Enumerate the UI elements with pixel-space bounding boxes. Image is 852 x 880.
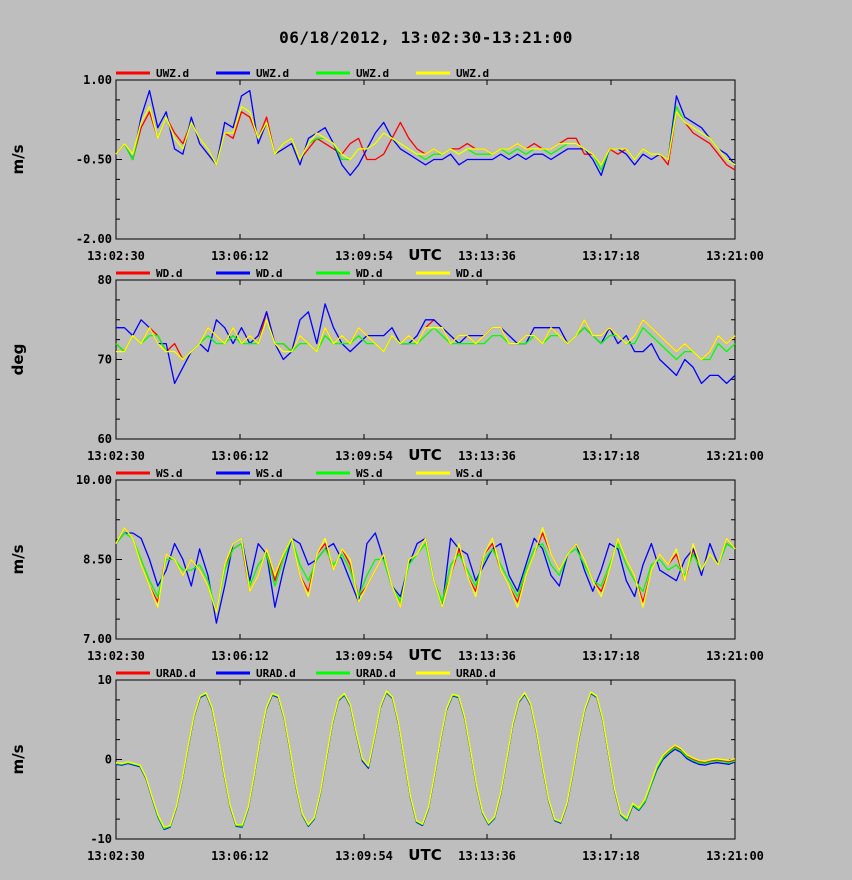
- series-line-1: [115, 111, 736, 171]
- y-tick-label: 7.00: [83, 632, 112, 646]
- y-tick-label: 1.00: [83, 73, 112, 87]
- legend-label: URAD.d: [256, 667, 296, 680]
- legend-label: UWZ.d: [256, 67, 289, 80]
- x-tick-label: 13:09:54: [335, 249, 393, 263]
- x-tick-label: 13:02:30: [87, 649, 145, 663]
- series-line-3: [115, 319, 736, 361]
- x-tick-label: 13:06:12: [211, 249, 269, 263]
- y-tick-label: 0: [105, 753, 112, 767]
- page-title: 06/18/2012, 13:02:30-13:21:00: [279, 28, 573, 47]
- series-line-4: [115, 690, 736, 828]
- x-tick-label: 13:02:30: [87, 449, 145, 463]
- x-tick-label: 13:17:18: [582, 849, 640, 863]
- legend-label: UWZ.d: [356, 67, 389, 80]
- legend-label: WS.d: [156, 467, 183, 480]
- x-axis-label: UTC: [408, 246, 441, 264]
- legend-label: UWZ.d: [456, 67, 489, 80]
- legend-label: URAD.d: [156, 667, 196, 680]
- x-tick-label: 13:13:36: [458, 249, 516, 263]
- x-tick-label: 13:21:00: [706, 649, 764, 663]
- series-line-1: [115, 691, 736, 829]
- plot-frame: [115, 279, 736, 440]
- x-tick-label: 13:02:30: [87, 849, 145, 863]
- x-tick-label: 13:09:54: [335, 649, 393, 663]
- x-tick-label: 13:17:18: [582, 649, 640, 663]
- x-tick-label: 13:02:30: [87, 249, 145, 263]
- x-axis-label: UTC: [408, 446, 441, 464]
- series-line-2: [115, 692, 736, 831]
- series-line-4: [115, 105, 736, 166]
- y-tick-label: 80: [98, 273, 112, 287]
- x-tick-label: 13:21:00: [706, 249, 764, 263]
- y-tick-label: -2.00: [76, 232, 112, 246]
- y-axis-label: deg: [9, 344, 27, 376]
- x-tick-label: 13:13:36: [458, 849, 516, 863]
- legend-label: WD.d: [256, 267, 283, 280]
- legend-label: WD.d: [456, 267, 483, 280]
- series-line-4: [116, 319, 736, 361]
- x-tick-label: 13:09:54: [335, 449, 393, 463]
- x-tick-label: 13:17:18: [582, 249, 640, 263]
- y-tick-label: 70: [98, 353, 112, 367]
- legend-label: WS.d: [356, 467, 383, 480]
- y-axis-label: m/s: [9, 544, 27, 574]
- y-tick-label: -10: [90, 832, 112, 846]
- x-tick-label: 13:06:12: [211, 449, 269, 463]
- y-axis-label: m/s: [9, 744, 27, 774]
- y-tick-label: -0.50: [76, 153, 112, 167]
- legend-label: WD.d: [156, 267, 183, 280]
- panel-2: 80 70 60 13:02:30 13:06:12 13:09:54 13:13:36 13…: [9, 267, 764, 464]
- series-line-3: [115, 105, 736, 171]
- x-tick-label: 13:21:00: [706, 849, 764, 863]
- legend-label: UWZ.d: [156, 67, 189, 80]
- legend-label: WD.d: [356, 267, 383, 280]
- series-line-2: [116, 303, 736, 385]
- y-tick-label: 10.00: [76, 473, 112, 487]
- panel-4: 10 0 -10 13:02:30 13:06:12 13:09:54 13:13:36 13…: [9, 667, 764, 864]
- y-tick-label: 8.50: [83, 553, 112, 567]
- y-axis-label: m/s: [9, 144, 27, 174]
- x-tick-label: 13:13:36: [458, 449, 516, 463]
- series-line-4: [115, 527, 736, 614]
- series-line-3: [115, 691, 736, 830]
- x-tick-label: 13:06:12: [211, 649, 269, 663]
- x-tick-label: 13:09:54: [335, 849, 393, 863]
- legend-label: WS.d: [256, 467, 283, 480]
- plot-frame: [115, 479, 736, 640]
- x-tick-label: 13:21:00: [706, 449, 764, 463]
- panel-3: 10.00 8.50 7.00 13:02:30 13:06:12 13:09:54 13:…: [9, 467, 764, 664]
- y-tick-label: 10: [98, 673, 112, 687]
- x-axis-label: UTC: [408, 646, 441, 664]
- x-tick-label: 13:06:12: [211, 849, 269, 863]
- panel-1: 1.00 -0.50 -2.00 13:02:30 13:06:12 13:09:54 13…: [9, 67, 764, 264]
- legend-label: URAD.d: [456, 667, 496, 680]
- legend-label: WS.d: [456, 467, 483, 480]
- x-tick-label: 13:17:18: [582, 449, 640, 463]
- y-tick-label: 60: [98, 432, 112, 446]
- legend-label: URAD.d: [356, 667, 396, 680]
- series-line-2: [115, 89, 736, 177]
- x-tick-label: 13:13:36: [458, 649, 516, 663]
- x-axis-label: UTC: [408, 846, 441, 864]
